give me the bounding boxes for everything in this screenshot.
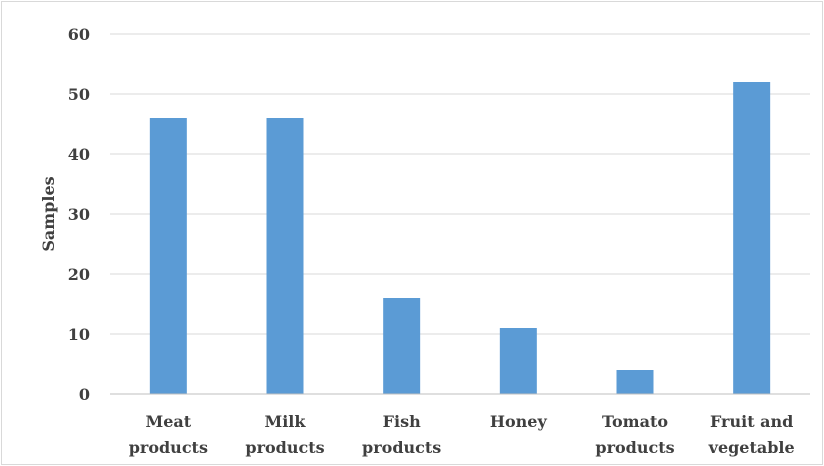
bar — [266, 118, 304, 394]
bar — [383, 298, 421, 394]
y-tick-label: 40 — [68, 145, 90, 164]
x-category-label: Fruit and — [710, 412, 793, 431]
bars — [149, 82, 771, 394]
y-tick-label: 10 — [68, 325, 90, 344]
x-category-label: Milk — [265, 412, 307, 431]
y-tick-label: 30 — [68, 205, 90, 224]
gridlines — [110, 33, 810, 335]
x-category-label: Honey — [490, 412, 548, 431]
x-category-label: vegetable — [708, 438, 795, 457]
x-category-label: products — [595, 438, 674, 457]
y-axis-title: Samples — [39, 176, 58, 251]
y-tick-label: 60 — [68, 25, 90, 44]
y-axis-ticks: 0 10 20 30 40 50 60 — [68, 25, 90, 404]
y-tick-label: 20 — [68, 265, 90, 284]
x-category-label: Tomato — [602, 412, 668, 431]
x-category-label: Fish — [383, 412, 421, 431]
bar — [149, 118, 187, 394]
x-category-label: products — [129, 438, 208, 457]
x-category-label: products — [245, 438, 324, 457]
bar — [733, 82, 771, 394]
bar — [499, 328, 537, 394]
bar — [616, 370, 654, 394]
y-tick-label: 0 — [79, 385, 90, 404]
x-category-label: Meat — [146, 412, 192, 431]
y-tick-label: 50 — [68, 85, 90, 104]
x-category-label: products — [362, 438, 441, 457]
x-axis-labels: Meat products Milk products Fish products Hone… — [129, 412, 795, 457]
